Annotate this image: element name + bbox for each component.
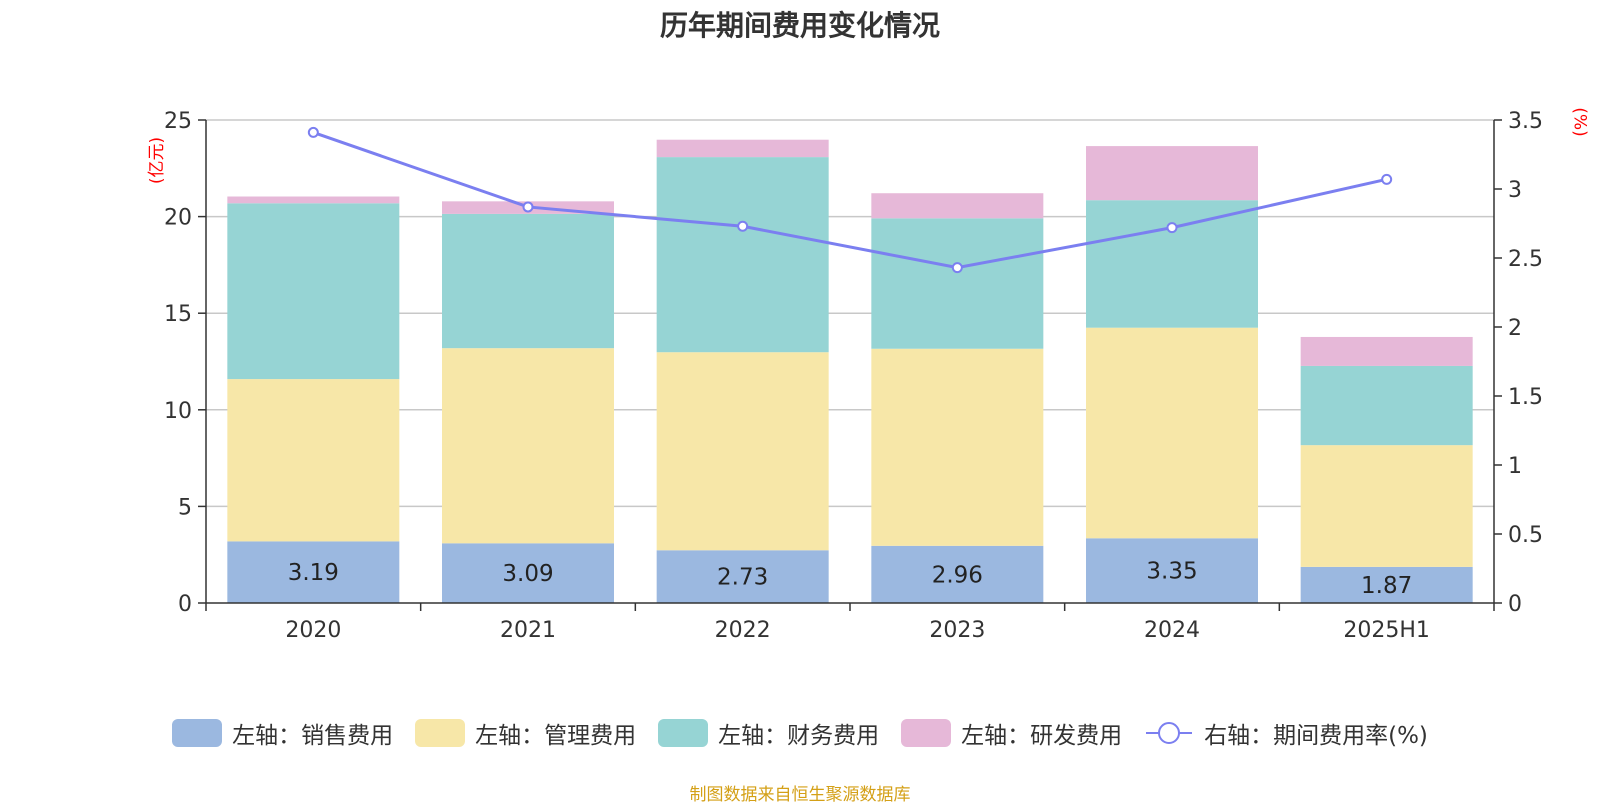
- bar-segment: [227, 203, 400, 380]
- rate-point: [951, 262, 963, 274]
- bar-segment: [1086, 327, 1258, 539]
- chart-title: 历年期间费用变化情况: [659, 9, 940, 42]
- left-axis-tick-label: 5: [178, 495, 192, 520]
- legend-label-admin: 左轴：管理费用: [475, 723, 637, 749]
- legend-swatch-admin: [415, 719, 466, 747]
- bar-segment: [227, 196, 400, 204]
- bar-segment: [871, 193, 1044, 219]
- legend-label-finance: 左轴：财务费用: [718, 723, 880, 749]
- rate-line: [312, 131, 1387, 270]
- left-axis-tick-label: 0: [178, 592, 192, 617]
- legend-swatch-rd: [901, 719, 952, 747]
- bar-segment: [227, 379, 400, 542]
- bar-segment: [442, 348, 614, 544]
- right-axis-tick-label: 1: [1508, 454, 1522, 479]
- rate-point: [1166, 222, 1178, 234]
- bar-data-label: 2.73: [717, 565, 768, 591]
- bar-segment: [656, 157, 829, 353]
- left-axis-tick-label: 10: [164, 399, 192, 424]
- bar-segment: [1300, 566, 1473, 603]
- bar-segment: [442, 213, 614, 349]
- bar-segment: [1300, 336, 1473, 366]
- rate-point: [1381, 173, 1393, 185]
- right-axis-tick-label: 0.5: [1508, 523, 1543, 548]
- legend-label-rate: 右轴：期间费用率(%): [1204, 723, 1428, 749]
- bar-data-label: 3.35: [1146, 559, 1197, 585]
- legend-item-finance[interactable]: 左轴：财务费用: [658, 716, 879, 750]
- legend-item-admin[interactable]: 左轴：管理费用: [415, 716, 636, 750]
- left-axis-tick-label: 20: [164, 206, 192, 231]
- bar-segment: [1086, 146, 1258, 201]
- bar-segment: [656, 550, 829, 603]
- bar-data-label: 1.87: [1361, 573, 1412, 599]
- right-axis-tick-label: 2: [1508, 316, 1522, 341]
- chart-legend: 左轴：销售费用 左轴：管理费用 左轴：财务费用 左轴：研发费用 右轴：期间费用率…: [0, 716, 1600, 750]
- legend-swatch-finance: [658, 719, 709, 747]
- bar-data-label: 3.19: [288, 560, 339, 586]
- bar-segment: [442, 543, 614, 603]
- x-axis-tick-label: 2021: [500, 618, 556, 643]
- bar-segment: [871, 348, 1044, 546]
- right-axis-tick-label: 3.5: [1508, 109, 1543, 134]
- bar-segment: [1086, 200, 1258, 328]
- bar-data-label: 3.09: [502, 561, 553, 587]
- bar-data-label: 2.96: [932, 562, 983, 588]
- left-axis-tick-label: 15: [164, 302, 192, 327]
- bar-segment: [871, 218, 1044, 349]
- right-axis-tick-label: 3: [1508, 178, 1522, 203]
- right-axis-tick-label: 2.5: [1508, 247, 1543, 272]
- legend-line-marker-icon: [1146, 722, 1193, 744]
- bar-segment: [871, 545, 1044, 603]
- x-axis-tick-label: 2023: [929, 618, 985, 643]
- rate-point: [522, 201, 534, 213]
- right-axis-tick-label: 1.5: [1508, 385, 1543, 410]
- left-axis-tick-label: 25: [164, 109, 192, 134]
- rate-point: [307, 126, 319, 138]
- legend-label-sales: 左轴：销售费用: [232, 723, 394, 749]
- x-axis-tick-label: 2024: [1144, 618, 1200, 643]
- bar-segment: [656, 139, 829, 158]
- x-axis-tick-label: 2025H1: [1343, 618, 1430, 643]
- bar-segment: [1300, 445, 1473, 567]
- legend-item-rd[interactable]: 左轴：研发费用: [901, 716, 1122, 750]
- legend-label-rd: 左轴：研发费用: [961, 723, 1123, 749]
- source-note: 制图数据来自恒生聚源数据库: [689, 785, 911, 805]
- bar-segment: [1086, 538, 1258, 603]
- bar-segment: [656, 352, 829, 551]
- legend-item-sales[interactable]: 左轴：销售费用: [172, 716, 393, 750]
- x-axis-tick-label: 2022: [715, 618, 771, 643]
- bar-segment: [227, 541, 400, 603]
- right-axis-tick-label: 0: [1508, 592, 1522, 617]
- legend-swatch-sales: [172, 719, 223, 747]
- x-axis-tick-label: 2020: [285, 618, 341, 643]
- chart-plot: 0 5 10 15 20 25 0 0.5 1 1.5 2 2.5 3 3.5 3.19 3.09 2.73 2.…: [164, 109, 1543, 643]
- legend-item-rate[interactable]: 右轴：期间费用率(%): [1144, 716, 1428, 750]
- bar-segment: [1300, 365, 1473, 446]
- rate-point: [737, 220, 749, 232]
